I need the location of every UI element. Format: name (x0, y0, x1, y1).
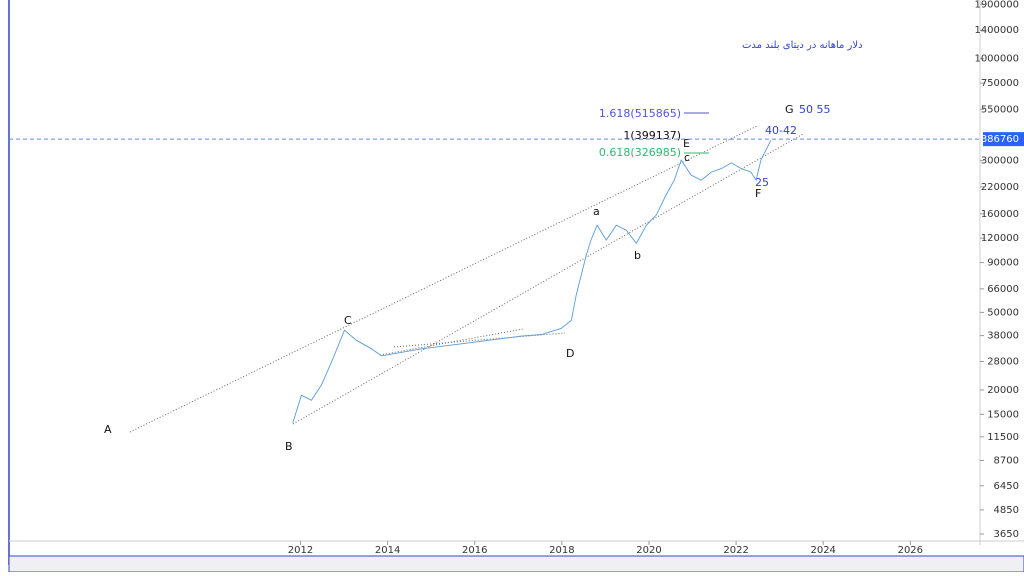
y-tick-label: 550000 (981, 104, 1019, 115)
x-tick-label: 2026 (898, 545, 923, 556)
annotation: 50 55 (799, 103, 831, 116)
annotation: C (344, 314, 352, 327)
annotation: b (634, 249, 641, 262)
annotation: 40-42 (765, 124, 797, 137)
x-tick-label: 2022 (723, 545, 748, 556)
x-tick-label: 2014 (375, 545, 400, 556)
y-tick-label: 11500 (987, 432, 1019, 443)
chart-title: دلار ماهانه در دیتای بلند مدت (742, 40, 863, 51)
last-price-tag (983, 132, 1024, 147)
annotation: G (785, 103, 794, 116)
y-tick-label: 4850 (994, 505, 1019, 516)
y-tick-label: 750000 (981, 78, 1019, 89)
x-tick-label: 2016 (462, 545, 487, 556)
x-tick-label: 2012 (288, 545, 313, 556)
y-tick-label: 220000 (981, 182, 1019, 193)
annotation: D (566, 347, 574, 360)
y-tick-label: 1000000 (974, 54, 1019, 65)
y-tick-label: 6450 (994, 481, 1019, 492)
x-tick-label: 2024 (810, 545, 835, 556)
y-tick-label: 38000 (987, 331, 1019, 342)
y-tick-label: 120000 (981, 233, 1019, 244)
trendline-upper (129, 125, 758, 433)
y-tick-label: 8700 (994, 455, 1019, 466)
toolbar (8, 555, 1024, 573)
x-tick-label: 2018 (549, 545, 574, 556)
drawings (129, 125, 804, 433)
y-tick-label: 90000 (987, 258, 1019, 269)
price-line (292, 139, 772, 424)
annotation: E (683, 137, 690, 150)
annotation: F (755, 187, 761, 200)
y-tick-label: 66000 (987, 284, 1019, 295)
annotation: 25 (755, 176, 769, 189)
y-tick-label: 50000 (987, 307, 1019, 318)
y-tick-label: 3650 (994, 529, 1019, 540)
y-tick-label: 28000 (987, 356, 1019, 367)
annotation: A (104, 423, 112, 436)
annotation: B (285, 440, 293, 453)
y-tick-label: 1900000 (974, 0, 1019, 10)
y-tick-label: 160000 (981, 209, 1019, 220)
fib-label: 0.618(326985) (599, 146, 681, 159)
fib-label: 1.618(515865) (599, 107, 681, 120)
y-tick-label: 1400000 (974, 25, 1019, 36)
fib-label: 1(399137) (623, 129, 681, 142)
y-tick-label: 20000 (987, 385, 1019, 396)
y-tick-label: 15000 (987, 409, 1019, 420)
annotation: a (593, 205, 600, 218)
annotation: c (684, 151, 690, 164)
y-tick-label: 300000 (981, 156, 1019, 167)
x-tick-label: 2020 (636, 545, 661, 556)
last-price-label: 386760 (981, 134, 1019, 145)
